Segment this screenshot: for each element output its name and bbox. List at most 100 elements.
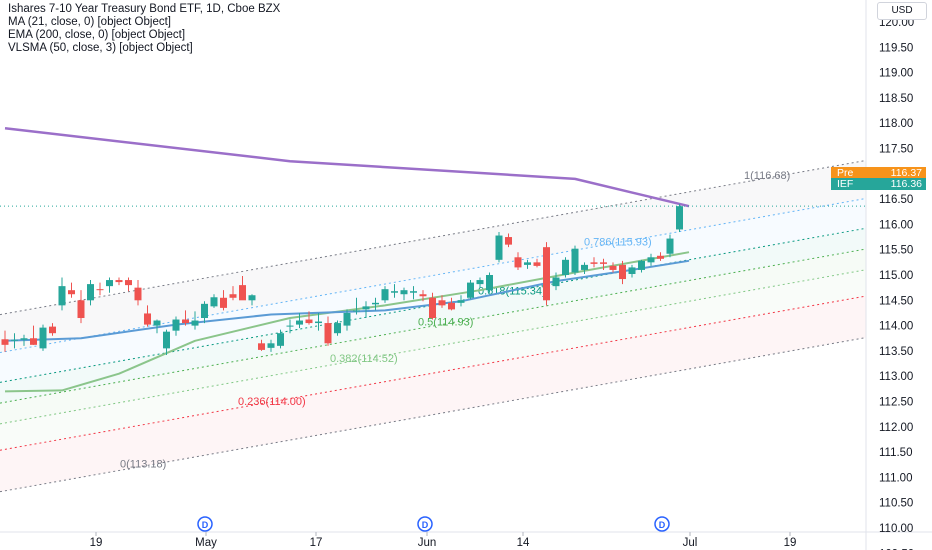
candle[interactable] bbox=[125, 277, 132, 292]
candle[interactable] bbox=[87, 280, 94, 306]
candle[interactable] bbox=[296, 312, 303, 329]
fib-level-line[interactable] bbox=[0, 159, 867, 316]
candle[interactable] bbox=[201, 301, 208, 324]
vlsma-legend-item[interactable]: VLSMA (50, close, 3) [object Object] bbox=[8, 42, 193, 54]
dividend-marker-circle[interactable] bbox=[417, 516, 433, 532]
candle[interactable] bbox=[476, 277, 484, 288]
candle[interactable] bbox=[467, 280, 474, 300]
candle[interactable] bbox=[628, 264, 636, 278]
candle[interactable] bbox=[666, 234, 674, 258]
price-tick-label: 112.00 bbox=[879, 422, 913, 434]
dividend-marker[interactable]: D bbox=[417, 516, 433, 532]
candle[interactable] bbox=[533, 258, 541, 268]
fib-level-line[interactable] bbox=[0, 295, 867, 451]
candle[interactable] bbox=[315, 312, 322, 331]
candle[interactable] bbox=[1, 330, 9, 352]
candle[interactable] bbox=[657, 252, 664, 261]
candle[interactable] bbox=[543, 242, 550, 306]
dividend-marker-circle[interactable] bbox=[197, 516, 213, 532]
candle[interactable] bbox=[590, 257, 598, 268]
candle[interactable] bbox=[581, 262, 588, 274]
candle[interactable] bbox=[191, 311, 199, 330]
candle[interactable] bbox=[324, 316, 332, 346]
fib-level-line[interactable] bbox=[0, 227, 867, 383]
fib-level-line[interactable] bbox=[0, 269, 867, 425]
candle[interactable] bbox=[11, 333, 18, 349]
candle[interactable] bbox=[419, 290, 427, 302]
candle[interactable] bbox=[505, 233, 512, 248]
candle[interactable] bbox=[20, 334, 28, 346]
candle[interactable] bbox=[58, 277, 66, 311]
candle[interactable] bbox=[647, 253, 655, 266]
fib-level-line[interactable] bbox=[0, 197, 867, 354]
candle[interactable] bbox=[239, 276, 246, 301]
candle[interactable] bbox=[163, 329, 170, 355]
candle[interactable] bbox=[372, 297, 379, 311]
candle-body bbox=[457, 300, 465, 303]
ema-200-line[interactable] bbox=[4, 127, 690, 208]
dividend-marker[interactable]: D bbox=[197, 516, 213, 532]
currency-button[interactable]: USD bbox=[877, 2, 927, 20]
fib-level-line[interactable] bbox=[0, 337, 867, 493]
candle[interactable] bbox=[210, 294, 218, 308]
candle[interactable] bbox=[229, 286, 237, 301]
candle[interactable] bbox=[609, 262, 617, 273]
dividend-marker-circle[interactable] bbox=[654, 516, 670, 532]
fib-level-line[interactable] bbox=[0, 248, 867, 404]
candle[interactable] bbox=[68, 282, 75, 298]
price-tick-label: 120.00 bbox=[879, 17, 914, 29]
candle[interactable] bbox=[343, 309, 351, 331]
candle-body bbox=[676, 206, 683, 230]
candle[interactable] bbox=[258, 339, 265, 351]
candle[interactable] bbox=[495, 231, 503, 263]
candle[interactable] bbox=[486, 272, 493, 293]
candle[interactable] bbox=[638, 259, 645, 273]
candle[interactable] bbox=[49, 323, 56, 336]
candle[interactable] bbox=[619, 260, 626, 285]
candle[interactable] bbox=[106, 277, 113, 293]
candle[interactable] bbox=[172, 316, 180, 336]
candle[interactable] bbox=[524, 259, 531, 269]
symbol-title[interactable]: Ishares 7-10 Year Treasury Bond ETF, 1D,… bbox=[8, 3, 281, 15]
candle[interactable] bbox=[96, 282, 104, 296]
candle[interactable] bbox=[571, 245, 579, 275]
time-axis[interactable]: 19 May 17 Jun 14 Jul 19 bbox=[90, 532, 797, 549]
candle[interactable] bbox=[220, 290, 227, 311]
ema-legend-item[interactable]: EMA (200, close, 0) [object Object] bbox=[8, 29, 186, 41]
candle[interactable] bbox=[248, 294, 256, 306]
candle[interactable] bbox=[410, 286, 417, 300]
candle[interactable] bbox=[457, 295, 465, 307]
candle[interactable] bbox=[381, 286, 389, 303]
ma-legend-item[interactable]: MA (21, close, 0) [object Object] bbox=[8, 16, 171, 28]
candle[interactable] bbox=[552, 272, 560, 291]
candle[interactable] bbox=[153, 319, 161, 334]
candle[interactable] bbox=[286, 319, 294, 334]
candle[interactable] bbox=[676, 204, 683, 232]
candle[interactable] bbox=[305, 311, 313, 325]
candle[interactable] bbox=[77, 290, 85, 324]
candle[interactable] bbox=[391, 284, 398, 298]
candle[interactable] bbox=[562, 257, 569, 278]
candle[interactable] bbox=[438, 295, 446, 308]
candle[interactable] bbox=[144, 305, 151, 327]
candle[interactable] bbox=[429, 292, 436, 320]
candle[interactable] bbox=[134, 280, 142, 306]
candle[interactable] bbox=[182, 310, 189, 326]
dividend-marker[interactable]: D bbox=[654, 516, 670, 532]
price-axis[interactable]: 120.00119.50119.00118.50118.00117.50117.… bbox=[879, 17, 914, 550]
candle[interactable] bbox=[334, 320, 341, 336]
candle[interactable] bbox=[400, 287, 408, 301]
candle[interactable] bbox=[267, 339, 275, 352]
candle[interactable] bbox=[362, 301, 370, 319]
candle[interactable] bbox=[115, 277, 123, 286]
candle[interactable] bbox=[277, 329, 284, 349]
ma-21-line[interactable] bbox=[4, 259, 690, 342]
candle[interactable] bbox=[353, 297, 360, 315]
candle[interactable] bbox=[514, 252, 522, 270]
candle[interactable] bbox=[30, 325, 37, 345]
candle[interactable] bbox=[600, 258, 607, 270]
candle[interactable] bbox=[448, 297, 455, 311]
candle[interactable] bbox=[39, 324, 47, 351]
fib-level-label: 1(116.68) bbox=[744, 170, 790, 182]
